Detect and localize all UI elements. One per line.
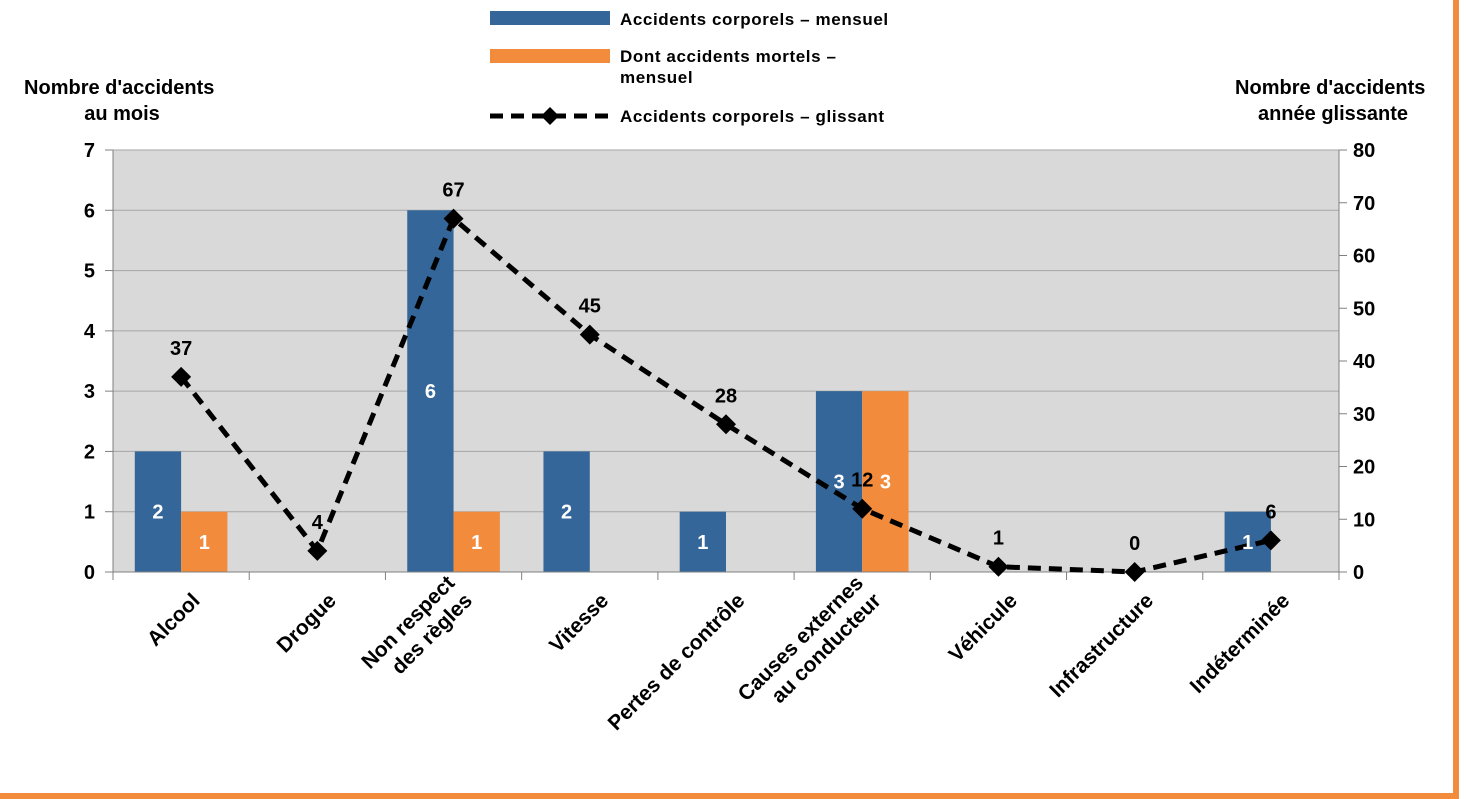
rolling-value-label: 1 bbox=[993, 528, 1004, 550]
bar-monthly-label: 2 bbox=[152, 502, 163, 524]
rolling-marker bbox=[988, 556, 1009, 577]
category-label-line: Pertes de contrôle bbox=[604, 589, 750, 735]
left-axis-title-line-1: Nombre d'accidents bbox=[24, 77, 214, 99]
category-label-line: Drogue bbox=[273, 589, 341, 657]
legend-label-rolling: Accidents corporels – glissant bbox=[620, 107, 885, 126]
bar-monthly-label: 6 bbox=[425, 381, 436, 403]
legend: Accidents corporels – mensuel Dont accid… bbox=[490, 10, 889, 126]
bar-fatal bbox=[181, 511, 228, 572]
bar-fatal bbox=[453, 511, 500, 572]
category-label: Vitesse bbox=[545, 589, 613, 657]
left-axis-title-line-2: au mois bbox=[84, 103, 160, 125]
right-axis-title-line-1: Nombre d'accidents bbox=[1235, 77, 1425, 99]
rolling-value-label: 12 bbox=[851, 470, 873, 492]
bars-group bbox=[134, 210, 1271, 573]
left-tick-label: 1 bbox=[84, 502, 95, 524]
bar-monthly-label: 1 bbox=[697, 532, 708, 554]
right-tick-label: 30 bbox=[1353, 404, 1375, 426]
category-label-line: Indéterminée bbox=[1186, 589, 1295, 698]
rolling-marker bbox=[1124, 562, 1145, 582]
category-label-line: Infrastructure bbox=[1045, 589, 1158, 702]
rolling-value-label: 37 bbox=[170, 338, 192, 360]
left-tick-label: 4 bbox=[84, 321, 96, 343]
left-tick-label: 6 bbox=[84, 200, 95, 222]
legend-swatch-monthly bbox=[490, 11, 610, 25]
bar-monthly-label: 3 bbox=[834, 472, 845, 494]
category-label: Non respectdes règles bbox=[357, 571, 477, 691]
rolling-marker bbox=[716, 414, 736, 435]
legend-label-fatal-line-1: Dont accidents mortels – bbox=[620, 47, 837, 66]
legend-marker-rolling bbox=[541, 107, 559, 125]
rolling-line bbox=[179, 214, 1272, 575]
category-label: Véhicule bbox=[945, 589, 1022, 666]
rolling-value-label: 4 bbox=[312, 512, 324, 534]
bar-monthly-label: 2 bbox=[561, 502, 572, 524]
category-label: Indéterminée bbox=[1186, 589, 1295, 698]
category-label: Alcool bbox=[143, 589, 205, 651]
right-tick-label: 60 bbox=[1353, 246, 1375, 268]
bar-monthly-label: 1 bbox=[1242, 532, 1253, 554]
bar-fatal bbox=[862, 391, 909, 572]
left-tick-label: 7 bbox=[84, 140, 95, 162]
rolling-marker bbox=[307, 540, 328, 561]
rolling-marker bbox=[443, 208, 464, 229]
chart-frame-bottom-edge bbox=[0, 793, 1459, 799]
rolling-marker bbox=[171, 366, 192, 387]
left-tick-label: 3 bbox=[84, 381, 95, 403]
category-label: Infrastructure bbox=[1045, 589, 1158, 702]
right-tick-label: 20 bbox=[1353, 457, 1375, 479]
legend-label-fatal: Dont accidents mortels – mensuel bbox=[620, 47, 842, 87]
right-tick-label: 80 bbox=[1353, 140, 1375, 162]
legend-label-monthly: Accidents corporels – mensuel bbox=[620, 10, 889, 29]
left-axis-title: Nombre d'accidents au mois bbox=[24, 77, 220, 125]
plot-area bbox=[113, 150, 1339, 572]
category-label-line: Véhicule bbox=[945, 589, 1022, 666]
category-labels-group: Alcool Drogue Non respectdes règles Vitesse… bbox=[143, 571, 1294, 735]
right-tick-label: 10 bbox=[1353, 509, 1375, 531]
rolling-value-label: 28 bbox=[715, 385, 737, 407]
category-label: Causes externesau conducteur bbox=[734, 571, 886, 723]
category-label-line: Vitesse bbox=[545, 589, 613, 657]
category-label-line: Alcool bbox=[143, 589, 205, 651]
bar-fatal-label: 1 bbox=[471, 532, 482, 554]
right-tick-label: 50 bbox=[1353, 298, 1375, 320]
right-axis-title-line-2: année glissante bbox=[1258, 103, 1408, 125]
bar-monthly bbox=[679, 511, 726, 572]
left-tick-label: 0 bbox=[84, 562, 95, 584]
bar-fatal-label: 3 bbox=[880, 472, 891, 494]
bar-fatal-label: 1 bbox=[199, 532, 210, 554]
category-label: Pertes de contrôle bbox=[604, 589, 750, 735]
bar-monthly bbox=[134, 451, 182, 572]
rolling-value-label: 0 bbox=[1129, 533, 1140, 555]
left-tick-label: 2 bbox=[84, 441, 95, 463]
bar-monthly bbox=[407, 210, 454, 573]
bar-monthly bbox=[543, 451, 590, 572]
rolling-marker bbox=[1260, 530, 1281, 551]
rolling-line-group bbox=[171, 208, 1281, 582]
rolling-marker bbox=[579, 324, 600, 345]
bar-monthly bbox=[815, 391, 863, 572]
left-tick-label: 5 bbox=[84, 261, 95, 283]
right-tick-label: 70 bbox=[1353, 193, 1375, 215]
right-axis-title: Nombre d'accidents année glissante bbox=[1235, 77, 1431, 125]
rolling-value-label: 67 bbox=[442, 180, 464, 202]
chart-frame-right-edge bbox=[1453, 0, 1459, 799]
category-label: Drogue bbox=[273, 589, 341, 657]
rolling-value-label: 6 bbox=[1265, 501, 1276, 523]
rolling-value-label: 45 bbox=[579, 296, 601, 318]
legend-swatch-fatal bbox=[490, 49, 610, 63]
right-tick-label: 40 bbox=[1353, 351, 1375, 373]
rolling-marker bbox=[852, 498, 873, 519]
right-tick-label: 0 bbox=[1353, 562, 1364, 584]
legend-label-fatal-line-2: mensuel bbox=[620, 68, 693, 87]
